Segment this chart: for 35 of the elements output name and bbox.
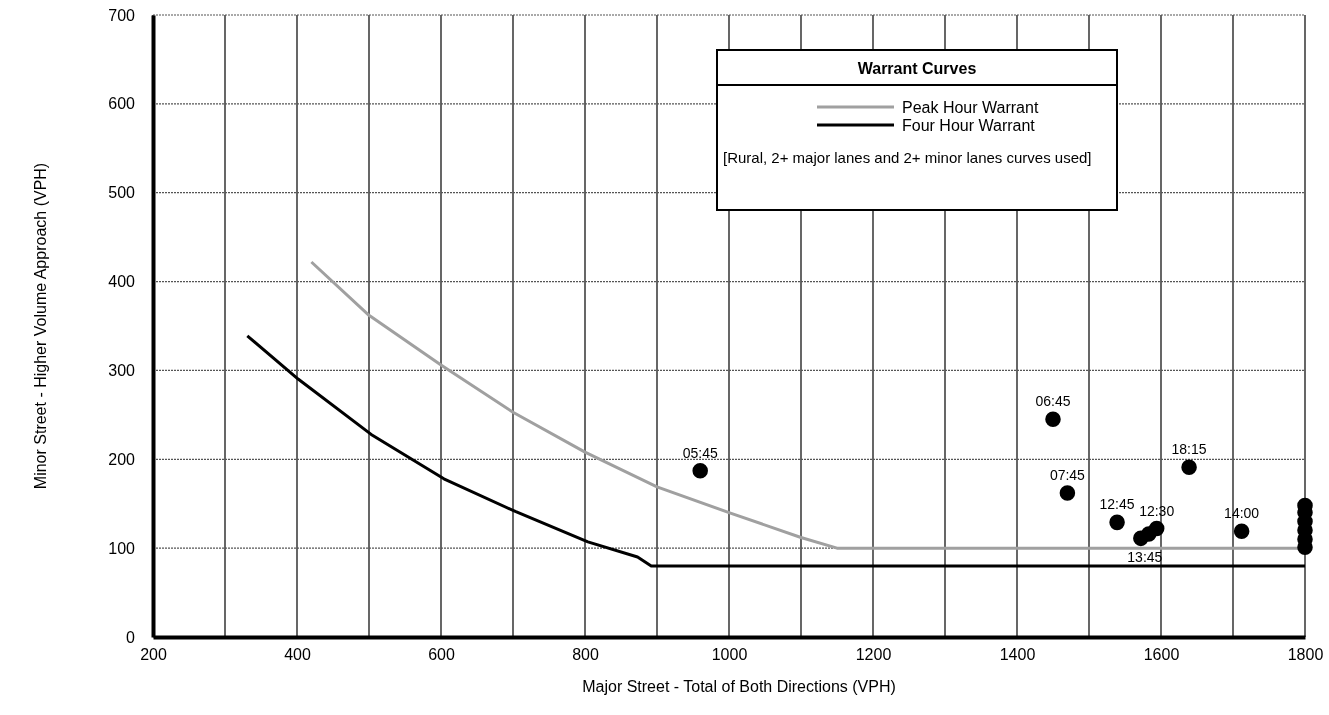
x-tick-label: 600 <box>428 646 455 664</box>
point <box>1045 411 1061 428</box>
legend-title: Warrant Curves <box>857 60 977 77</box>
x-tick-label: 1800 <box>1287 646 1324 664</box>
y-axis-title: Minor Street - Higher Volume Approach (VPH) <box>32 162 49 490</box>
annotation: 06:45 <box>1035 393 1071 410</box>
point <box>1059 485 1076 501</box>
x-tick-label: 1400 <box>999 646 1036 664</box>
point <box>1109 514 1125 531</box>
annotation: [Rural, 2+ major lanes and 2+ minor lanes curves used] <box>723 149 1092 166</box>
legend-label: Four Hour Warrant <box>902 117 1036 134</box>
annotation: 12:45 <box>1099 496 1135 513</box>
y-tick-label: 700 <box>108 6 136 24</box>
x-tick-label: 1600 <box>1143 646 1180 664</box>
y-tick-label: 200 <box>108 450 136 468</box>
y-tick-label: 500 <box>108 184 136 202</box>
legend-label: Peak Hour Warrant <box>902 99 1039 116</box>
point <box>692 463 708 479</box>
y-tick-label: 400 <box>108 273 136 291</box>
x-axis-title: Major Street - Total of Both Directions (VPH) <box>582 678 896 695</box>
annotation: 07:45 <box>1049 467 1086 484</box>
point <box>1181 459 1197 476</box>
x-tick-label: 1000 <box>711 646 748 664</box>
x-tick-label: 1200 <box>855 646 892 664</box>
y-tick-label: 300 <box>108 362 136 380</box>
point <box>1148 520 1165 537</box>
point <box>1233 523 1250 540</box>
annotation: 05:45 <box>682 444 718 461</box>
x-tick-label: 200 <box>140 646 167 664</box>
y-tick-label: 0 <box>126 628 136 646</box>
y-tick-label: 600 <box>108 95 136 113</box>
annotation: 18:15 <box>1171 441 1207 458</box>
y-tick-label: 100 <box>108 539 136 557</box>
x-tick-label: 400 <box>284 646 311 664</box>
x-tick-label: 800 <box>572 646 599 664</box>
